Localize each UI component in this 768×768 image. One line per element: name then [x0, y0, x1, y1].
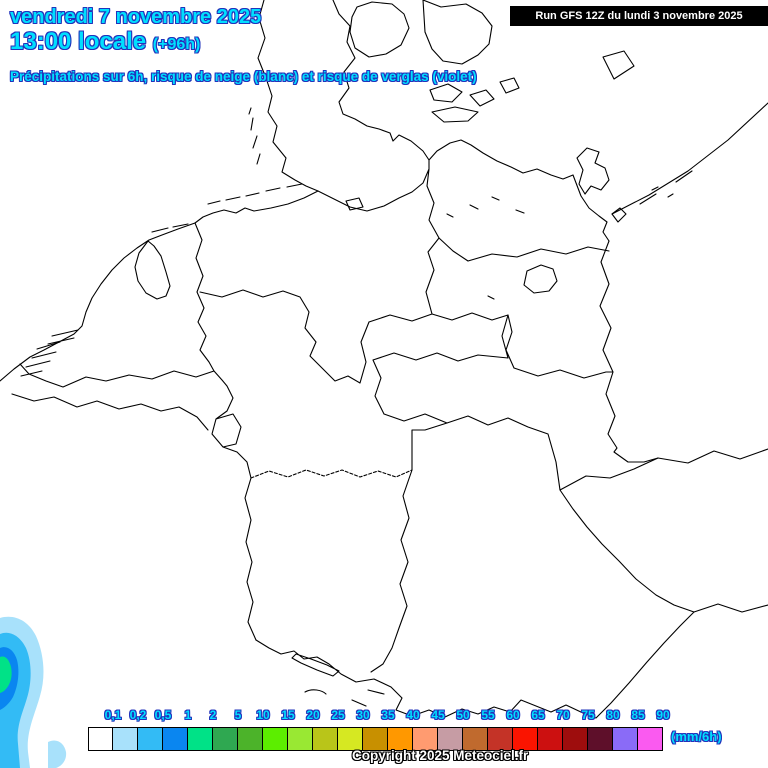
- legend-value: 85: [631, 708, 645, 722]
- legend-value: 70: [556, 708, 570, 722]
- map-description: Précipitations sur 6h, risque de neige (…: [10, 69, 477, 84]
- state-borders-central: [199, 237, 614, 491]
- run-info-box: Run GFS 12Z du lundi 3 novembre 2025: [510, 6, 768, 26]
- legend-cell: [413, 727, 438, 751]
- legend-value: 55: [481, 708, 495, 722]
- legend-cell: [288, 727, 313, 751]
- legend-value: 0,2: [129, 708, 147, 722]
- legend-value: 45: [431, 708, 445, 722]
- precip-contour-outer-patch: [48, 740, 67, 768]
- bavaria-west-border: [370, 422, 448, 673]
- legend-value: 40: [406, 708, 420, 722]
- legend-cell: [338, 727, 363, 751]
- legend-value: 0,1: [104, 708, 122, 722]
- legend-cell: [638, 727, 663, 751]
- legend-cell: [513, 727, 538, 751]
- legend-value: 60: [506, 708, 520, 722]
- legend-value: 5: [234, 708, 242, 722]
- legend-value: 25: [331, 708, 345, 722]
- legend-value: 15: [281, 708, 295, 722]
- legend-cell: [163, 727, 188, 751]
- legend-value: 0,5: [154, 708, 172, 722]
- legend-cell: [588, 727, 613, 751]
- legend-cell: [113, 727, 138, 751]
- ruegen-usedom-islands: [576, 50, 674, 223]
- legend-cell: [138, 727, 163, 751]
- legend-cell: [313, 727, 338, 751]
- danish-islands: [349, 0, 520, 123]
- legend-value: 65: [531, 708, 545, 722]
- legend-cell: [463, 727, 488, 751]
- legend-cell: [263, 727, 288, 751]
- legend-cell: [188, 727, 213, 751]
- legend-value: 50: [456, 708, 470, 722]
- legend-cell: [538, 727, 563, 751]
- legend-cell: [388, 727, 413, 751]
- legend-value: 1: [184, 708, 192, 722]
- legend-cell: [563, 727, 588, 751]
- forecast-time: 13:00 locale (+96h): [10, 28, 200, 56]
- forecast-date: vendredi 7 novembre 2025: [10, 6, 262, 28]
- western-national-borders: [11, 222, 257, 641]
- legend-cell: [88, 727, 113, 751]
- state-borders-north: [317, 159, 610, 294]
- legend-value: 30: [356, 708, 370, 722]
- legend-value: 2: [209, 708, 217, 722]
- state-borders-south: [250, 469, 413, 479]
- legend-value: 35: [381, 708, 395, 722]
- precipitation-blobs: [0, 616, 67, 768]
- precip-legend: 0,1 0,2 0,5 1 2 5 10 15 20 25 30 35 40 45 50 55 60 65 70 75…: [88, 708, 768, 756]
- legend-cell: [213, 727, 238, 751]
- copyright-text: Copyright 2025 Meteociel.fr: [352, 748, 529, 763]
- legend-cell: [438, 727, 463, 751]
- legend-value: 10: [256, 708, 270, 722]
- delta-islands: [20, 329, 79, 377]
- legend-value: 20: [306, 708, 320, 722]
- legend-color-bar: [88, 727, 663, 751]
- legend-value: 90: [656, 708, 670, 722]
- legend-cell: [363, 727, 388, 751]
- southern-borders-alps: [255, 603, 768, 719]
- legend-cell: [238, 727, 263, 751]
- legend-unit-label: (mm/6h): [671, 729, 722, 744]
- forecast-offset: (+96h): [152, 36, 201, 53]
- oder-neisse-border: [599, 240, 659, 463]
- legend-cell: [488, 727, 513, 751]
- legend-cell: [613, 727, 638, 751]
- baltic-coastline: [332, 0, 768, 242]
- north-sea-coastline: [0, 0, 319, 382]
- legend-value: 80: [606, 708, 620, 722]
- ijsselmeer-lake: [134, 240, 171, 300]
- czech-borders: [559, 448, 768, 613]
- wadden-islands: [151, 107, 303, 233]
- precip-contour-core: [0, 656, 12, 693]
- forecast-time-value: 13:00 locale: [10, 28, 147, 55]
- legend-value: 75: [581, 708, 595, 722]
